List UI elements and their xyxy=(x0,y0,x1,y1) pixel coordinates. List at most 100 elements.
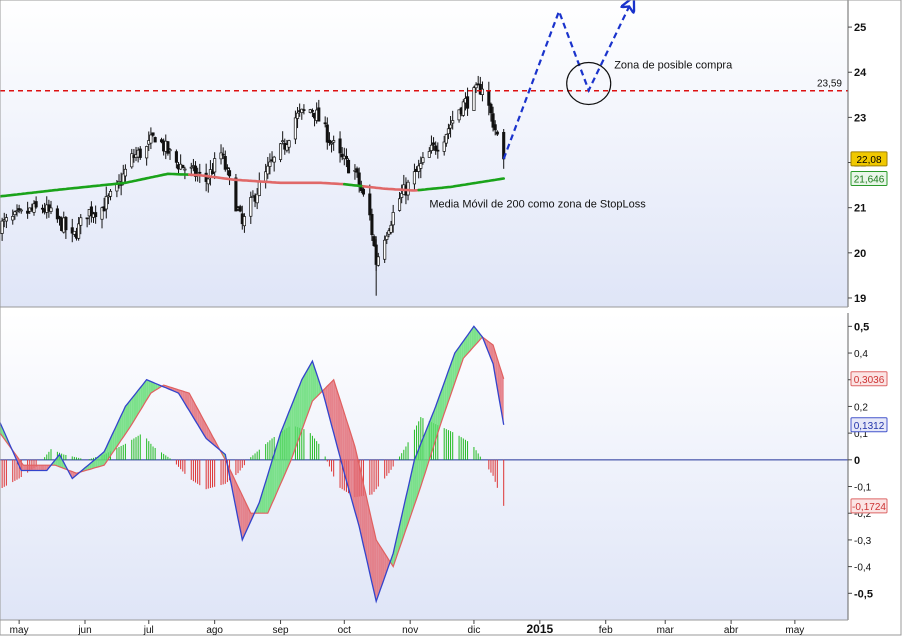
candle-body xyxy=(310,110,314,112)
macd-fill xyxy=(204,420,207,439)
osc-ytick-label: -0,4 xyxy=(854,563,872,574)
price-panel-bg xyxy=(0,0,848,307)
buy-zone-circle xyxy=(566,61,612,106)
macd-fill xyxy=(329,381,332,426)
candle-body xyxy=(257,181,261,196)
macd-fill xyxy=(469,329,472,352)
macd-fill xyxy=(153,382,156,392)
macd-fill xyxy=(0,422,3,437)
osc-ytick-label: 0,2 xyxy=(854,402,868,413)
macd-fill xyxy=(448,364,451,402)
candle-body xyxy=(361,188,365,195)
candle-body xyxy=(168,149,172,152)
macd-fill xyxy=(34,465,37,471)
candle-body xyxy=(317,107,321,122)
candle-body xyxy=(138,148,142,158)
macd-fill xyxy=(99,453,103,467)
price-ytick-label: 25 xyxy=(854,22,866,34)
candle-body xyxy=(183,168,187,171)
candle-body xyxy=(174,151,178,163)
x-tick-label: oct xyxy=(338,625,352,636)
candle-body xyxy=(104,196,108,210)
candle-body xyxy=(272,156,276,163)
osc-ytick-label: 0 xyxy=(854,455,860,467)
macd-fill xyxy=(476,329,479,345)
macd-fill xyxy=(40,465,43,471)
macd-fill xyxy=(280,427,283,485)
macd-fill xyxy=(272,453,275,504)
candle-body xyxy=(149,134,153,144)
price-tag-1-box xyxy=(850,171,888,187)
macd-fill xyxy=(363,483,366,555)
candle-body xyxy=(436,149,440,152)
macd-fill xyxy=(191,397,194,418)
candle-body xyxy=(419,163,423,169)
candle-body xyxy=(94,212,98,218)
macd-fill xyxy=(110,433,113,456)
candle-body xyxy=(370,214,374,236)
macd-fill xyxy=(289,406,292,465)
candle-body xyxy=(442,141,446,152)
candle-body xyxy=(70,227,74,234)
macd-fill xyxy=(259,495,262,514)
macd-fill xyxy=(433,406,436,447)
macd-fill xyxy=(361,474,364,546)
x-tick-label: jun xyxy=(77,625,91,636)
x-tick-label: may xyxy=(10,625,29,636)
macd-fill xyxy=(442,382,445,420)
candle-body xyxy=(255,193,259,204)
candle-body xyxy=(57,216,62,219)
macd-fill xyxy=(144,379,147,404)
candle-body xyxy=(108,190,113,197)
macd-fill xyxy=(352,439,355,512)
macd-fill xyxy=(102,451,105,466)
macd-fill xyxy=(367,502,370,574)
price-tag-0-label: 22,08 xyxy=(856,155,881,166)
candle-body xyxy=(434,145,438,151)
macd-fill xyxy=(180,390,183,401)
candle-body xyxy=(287,140,291,148)
candle-body xyxy=(502,131,506,160)
candle-body xyxy=(295,112,300,119)
macd-fill xyxy=(342,406,345,474)
candle-body xyxy=(189,166,193,169)
candle-body xyxy=(338,138,342,154)
candle-body xyxy=(383,239,387,260)
macd-fill xyxy=(386,556,389,572)
x-tick-label: feb xyxy=(599,625,613,636)
x-tick-label: nov xyxy=(402,625,418,636)
candle-body xyxy=(130,153,134,168)
macd-fill xyxy=(357,455,360,527)
macd-fill xyxy=(142,382,145,407)
macd-fill xyxy=(354,446,358,519)
macd-fill xyxy=(380,546,383,590)
price-ytick-label: 19 xyxy=(854,293,866,305)
macd-fill xyxy=(121,410,124,441)
macd-fill xyxy=(337,393,341,458)
x-tick-label: mar xyxy=(657,625,675,636)
candle-body xyxy=(234,177,238,212)
candle-body xyxy=(193,165,198,177)
candle-body xyxy=(432,142,436,145)
candle-body xyxy=(221,153,225,156)
candle-body xyxy=(223,156,227,170)
macd-fill xyxy=(155,383,158,391)
macd-fill xyxy=(42,465,45,471)
candle-body xyxy=(357,172,361,186)
macd-fill xyxy=(25,465,28,471)
hline-label: 23,59 xyxy=(817,79,842,90)
candle-body xyxy=(49,207,53,212)
candle-body xyxy=(293,117,297,140)
macd-fill xyxy=(425,427,428,474)
macd-fill xyxy=(359,465,362,536)
macd-fill xyxy=(286,411,290,470)
candle-body xyxy=(406,181,410,196)
candle-body xyxy=(347,159,351,174)
macd-fill xyxy=(131,395,134,425)
candle-body xyxy=(225,167,229,169)
candle-body xyxy=(332,140,336,143)
candle-body xyxy=(123,168,127,177)
macd-fill xyxy=(429,417,432,460)
